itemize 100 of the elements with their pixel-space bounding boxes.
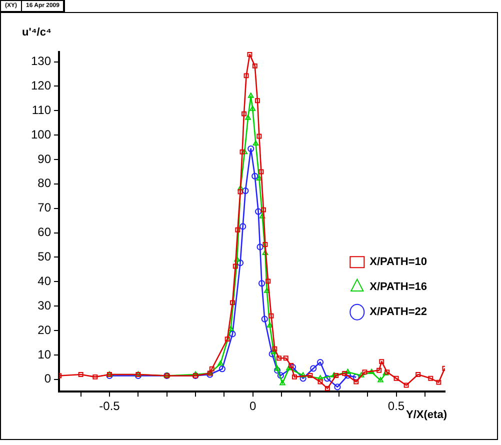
point	[255, 208, 262, 215]
y-tick-label: 70	[38, 200, 52, 215]
point	[331, 372, 337, 378]
point	[416, 372, 421, 377]
point	[317, 375, 324, 380]
point	[238, 189, 243, 194]
y-tick-label: 20	[38, 322, 52, 337]
y-tick-label: 0	[44, 372, 52, 386]
point	[352, 374, 360, 380]
point	[262, 242, 268, 247]
point	[252, 140, 259, 146]
point	[274, 367, 281, 374]
point	[248, 145, 254, 152]
point	[300, 372, 306, 378]
x-axis-title: Y/X(eta)	[406, 409, 448, 422]
point	[283, 356, 288, 361]
point	[106, 372, 113, 380]
point	[334, 372, 339, 378]
y-tick-label: 40	[38, 274, 52, 288]
point	[242, 187, 249, 194]
point	[310, 365, 317, 372]
point	[344, 368, 351, 374]
point	[259, 213, 266, 218]
point	[248, 92, 254, 98]
point	[261, 207, 266, 212]
point	[404, 382, 409, 388]
point	[209, 366, 214, 372]
point	[230, 300, 235, 306]
legend-label: X/PATH=16	[370, 281, 428, 294]
point	[342, 371, 348, 376]
y-axis-title: u'⁴/c⁴	[22, 26, 52, 39]
point	[266, 278, 271, 284]
point	[256, 134, 262, 139]
point	[240, 223, 246, 230]
y-tick-label: 60	[38, 225, 52, 240]
point	[270, 348, 277, 354]
point	[436, 380, 442, 385]
point	[308, 372, 313, 378]
x-tick-label: 0.5	[388, 399, 405, 414]
y-tick-label: 90	[38, 152, 52, 166]
point	[288, 362, 294, 368]
point	[324, 386, 330, 391]
point	[244, 73, 249, 78]
y-tick-label: 30	[38, 298, 52, 312]
point	[378, 377, 384, 382]
point	[428, 376, 434, 381]
point	[229, 330, 236, 338]
point	[232, 264, 238, 269]
point	[376, 368, 382, 373]
legend-label: X/PATH=10	[370, 256, 428, 268]
point	[256, 244, 264, 250]
point	[318, 379, 323, 384]
y-tick-label: 120	[30, 78, 52, 93]
point	[234, 256, 240, 262]
x-tick-label: -0.5	[99, 399, 120, 414]
point	[242, 111, 246, 116]
point	[256, 175, 262, 180]
point	[235, 227, 240, 232]
point	[316, 358, 324, 366]
point	[277, 372, 284, 379]
point	[238, 185, 244, 190]
point	[252, 172, 258, 180]
point	[268, 350, 276, 358]
point	[134, 372, 142, 380]
point	[258, 169, 264, 174]
point	[218, 360, 224, 366]
point	[261, 316, 268, 322]
point	[268, 313, 274, 318]
point	[78, 372, 84, 377]
point	[379, 359, 384, 364]
point	[228, 326, 234, 331]
point	[274, 366, 280, 371]
point	[334, 384, 341, 390]
point	[292, 374, 297, 380]
y-tick-label: 110	[32, 102, 52, 117]
point	[92, 374, 98, 380]
point	[358, 372, 364, 378]
point	[368, 368, 375, 374]
point	[276, 356, 282, 361]
point	[224, 336, 230, 342]
point	[286, 365, 292, 370]
point	[240, 149, 245, 154]
point	[384, 370, 390, 375]
y-tick-label: 100	[30, 127, 52, 142]
point	[279, 380, 286, 386]
point	[362, 370, 368, 375]
y-tick-label: 130	[30, 54, 52, 68]
point	[354, 379, 359, 384]
point	[258, 280, 266, 287]
y-tick-label: 50	[38, 250, 52, 264]
x-tick-label: 0	[250, 399, 257, 414]
point	[394, 376, 399, 381]
point	[252, 63, 258, 68]
point	[242, 148, 248, 154]
point	[324, 375, 330, 382]
y-tick-label: 10	[38, 347, 52, 362]
legend-label: X/PATH=22	[370, 306, 428, 318]
point	[264, 288, 270, 293]
point	[272, 346, 278, 352]
y-tick-label: 80	[38, 176, 52, 190]
